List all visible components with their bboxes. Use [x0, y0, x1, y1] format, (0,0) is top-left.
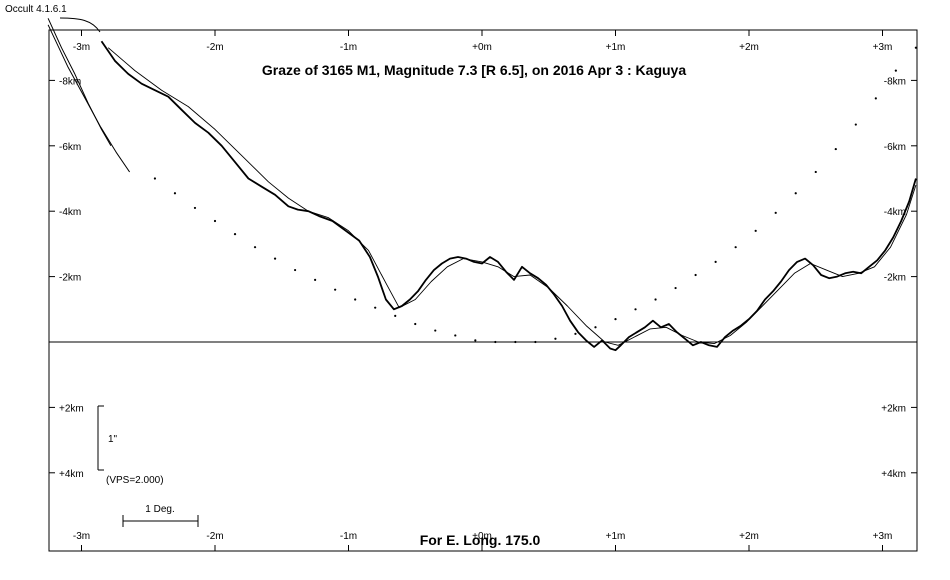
- mean-limb-point-23: [614, 318, 617, 321]
- y-tick-label-right-0: -8km: [884, 76, 906, 87]
- mean-limb-point-31: [774, 211, 777, 214]
- mean-limb-point-34: [834, 147, 837, 151]
- x-tick-label-top-1: -2m: [206, 42, 223, 53]
- mean-limb-point-3: [213, 219, 217, 223]
- version-underline-curve: [59, 17, 101, 33]
- mean-limb-point-28: [714, 260, 717, 263]
- mean-limb-point-13: [414, 322, 417, 326]
- mean-limb-point-15: [454, 334, 457, 337]
- limb-profile-detailed-line: [100, 40, 917, 352]
- mean-limb-point-26: [674, 286, 677, 290]
- mean-limb-point-6: [273, 257, 277, 260]
- mean-limb-point-11: [374, 306, 377, 309]
- mean-limb-point-2: [193, 206, 197, 210]
- y-tick-label-right-2: -4km: [884, 207, 906, 218]
- y-tick-label-right-4: +2km: [881, 403, 906, 414]
- mean-limb-point-12: [394, 314, 397, 317]
- scale-bar: 1" (VPS=2.000) 1 Deg.: [97, 405, 199, 527]
- x-tick-label-bottom-0: -3m: [73, 531, 90, 542]
- y-tick-label-right-3: -2km: [884, 273, 906, 284]
- x-tick-label-top-2: -1m: [340, 42, 357, 53]
- y-tick-label-left-0: -8km: [59, 76, 81, 87]
- mean-limb-point-22: [594, 326, 597, 329]
- mean-limb-point-32: [794, 192, 797, 195]
- mean-limb-point-37: [894, 69, 897, 72]
- mean-limb-point-27: [694, 273, 697, 277]
- y-tick-label-right-1: -6km: [884, 142, 906, 153]
- vps-label: (VPS=2.000): [106, 475, 164, 486]
- y-tick-label-left-3: -2km: [59, 273, 81, 284]
- x-tick-label-top-3: +0m: [472, 42, 492, 53]
- y-tick-label-left-5: +4km: [59, 469, 84, 480]
- mean-limb-point-24: [634, 308, 637, 311]
- mean-limb-point-36: [874, 97, 877, 100]
- series-group: [47, 18, 917, 352]
- mean-limb-point-16: [474, 339, 477, 342]
- x-tick-label-bottom-6: +3m: [873, 531, 893, 542]
- mean-limb-point-8: [314, 278, 317, 281]
- mean-limb-point-38: [914, 46, 917, 49]
- mean-limb-point-10: [354, 298, 357, 301]
- footer-longitude: For E. Long. 175.0: [420, 532, 541, 548]
- x-tick-label-bottom-1: -2m: [206, 531, 223, 542]
- chart-title: Graze of 3165 M1, Magnitude 7.3 [R 6.5],…: [262, 62, 686, 78]
- mean-limb-point-9: [334, 288, 337, 291]
- plot-frame: [48, 29, 918, 552]
- mean-limb-point-1: [173, 192, 177, 195]
- mean-limb-point-7: [294, 268, 297, 272]
- y-tick-label-right-5: +4km: [881, 469, 906, 480]
- mean-limb-point-5: [253, 246, 257, 249]
- mean-limb-point-30: [754, 229, 757, 232]
- arcsec-label: 1": [108, 434, 118, 445]
- x-tick-label-top-0: -3m: [73, 42, 90, 53]
- mean-limb-point-29: [734, 246, 737, 249]
- y-tick-label-left-1: -6km: [59, 142, 81, 153]
- mean-limb-point-0: [153, 177, 157, 180]
- mean-limb-point-20: [554, 337, 557, 340]
- y-tick-label-left-4: +2km: [59, 403, 84, 414]
- mean-limb-point-14: [434, 329, 437, 332]
- x-tick-label-bottom-5: +2m: [739, 531, 759, 542]
- version-label: Occult 4.1.6.1: [5, 4, 67, 15]
- y-tick-label-left-2: -4km: [59, 207, 81, 218]
- x-tick-label-top-5: +2m: [739, 42, 759, 53]
- axis-ticks: -3m -3m -2m -2m -1m -1m +0m +0m +1m +1m +2m +2m +3m +…: [49, 30, 917, 551]
- x-tick-label-bottom-2: -1m: [340, 531, 357, 542]
- mean-limb-point-25: [654, 298, 657, 301]
- southern-limit-curve-2-line: [47, 18, 112, 147]
- mean-limb-point-35: [854, 123, 857, 126]
- x-tick-label-bottom-3: +0m: [472, 531, 492, 542]
- x-tick-label-top-6: +3m: [873, 42, 893, 53]
- mean-limb-point-21: [574, 332, 577, 335]
- mean-limb-point-17: [494, 340, 497, 344]
- limb-profile-smoothed-line: [107, 47, 917, 346]
- mean-limb-point-33: [814, 170, 817, 174]
- mean-limb-point-4: [233, 232, 237, 236]
- x-tick-label-bottom-4: +1m: [606, 531, 626, 542]
- mean-limb-point-19: [534, 340, 537, 344]
- x-tick-label-top-4: +1m: [606, 42, 626, 53]
- deg-label: 1 Deg.: [145, 504, 174, 515]
- mean-limb-point-18: [514, 340, 517, 344]
